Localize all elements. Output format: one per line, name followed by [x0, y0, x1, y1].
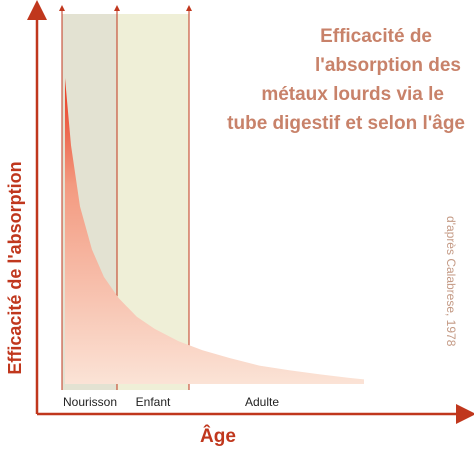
title-line-1: Efficacité de	[320, 26, 432, 47]
title-line-4: tube digestif et selon l'âge	[227, 113, 465, 134]
title-line-2: l'absorption des	[315, 55, 461, 76]
band-label-adulte: Adulte	[245, 395, 279, 409]
band-label-enfant: Enfant	[136, 395, 171, 409]
title-line-3: métaux lourds via le	[261, 84, 444, 105]
x-axis-label: Âge	[200, 425, 236, 447]
band-label-nourisson: Nourisson	[63, 395, 117, 409]
y-axis-label: Efficacité de l'absorption	[5, 161, 25, 374]
chart-title: Efficacité de l'absorption des métaux lo…	[227, 26, 465, 134]
absorption-curve-area	[65, 78, 364, 384]
source-credit: d'après Calabrese, 1978	[444, 216, 458, 347]
